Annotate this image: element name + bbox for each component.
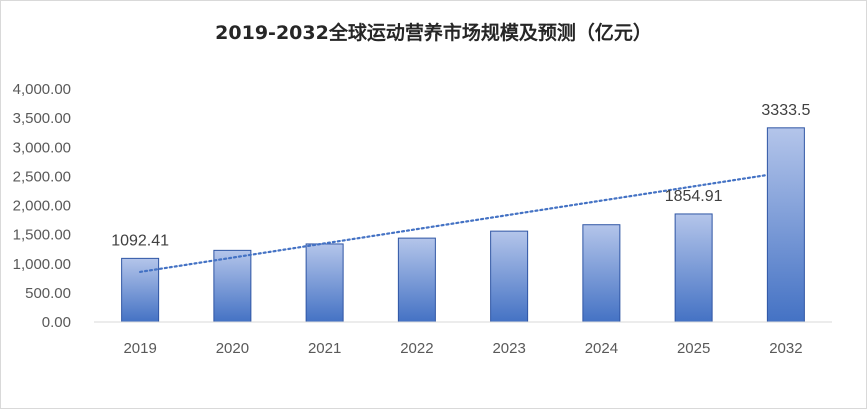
x-tick-label: 2024 <box>585 340 618 357</box>
y-tick-label: 3,500.00 <box>13 110 71 127</box>
bar-2020 <box>213 249 252 323</box>
bar-2021 <box>305 243 344 323</box>
chart-title: 2019-2032全球运动营养市场规模及预测（亿元） <box>215 22 652 44</box>
bar-2022 <box>397 237 436 323</box>
trendline <box>139 174 767 274</box>
y-tick-label: 4,000.00 <box>13 81 71 98</box>
bar-2032 <box>766 127 805 323</box>
x-tick-label: 2021 <box>308 340 341 357</box>
x-tick-label: 2025 <box>677 340 710 357</box>
x-tick-label: 2019 <box>123 340 156 357</box>
y-tick-label: 2,000.00 <box>13 198 71 215</box>
bar-2025 <box>674 213 713 323</box>
x-tick-label: 2032 <box>769 340 802 357</box>
y-tick-label: 3,000.00 <box>13 139 71 156</box>
data-label-2025: 1854.91 <box>665 188 723 205</box>
y-tick-label: 0.00 <box>42 314 71 331</box>
bar-2023 <box>490 230 529 323</box>
y-tick-label: 1,500.00 <box>13 227 71 244</box>
data-label-2019: 1092.41 <box>111 232 169 249</box>
bar-2019 <box>121 257 160 323</box>
data-label-2032: 3333.5 <box>761 102 810 119</box>
y-tick-label: 1,000.00 <box>13 256 71 273</box>
x-tick-label: 2023 <box>492 340 525 357</box>
x-tick-label: 2022 <box>400 340 433 357</box>
x-tick-label: 2020 <box>216 340 249 357</box>
y-tick-label: 2,500.00 <box>13 168 71 185</box>
y-tick-label: 500.00 <box>25 285 71 302</box>
bar-2024 <box>582 224 621 323</box>
